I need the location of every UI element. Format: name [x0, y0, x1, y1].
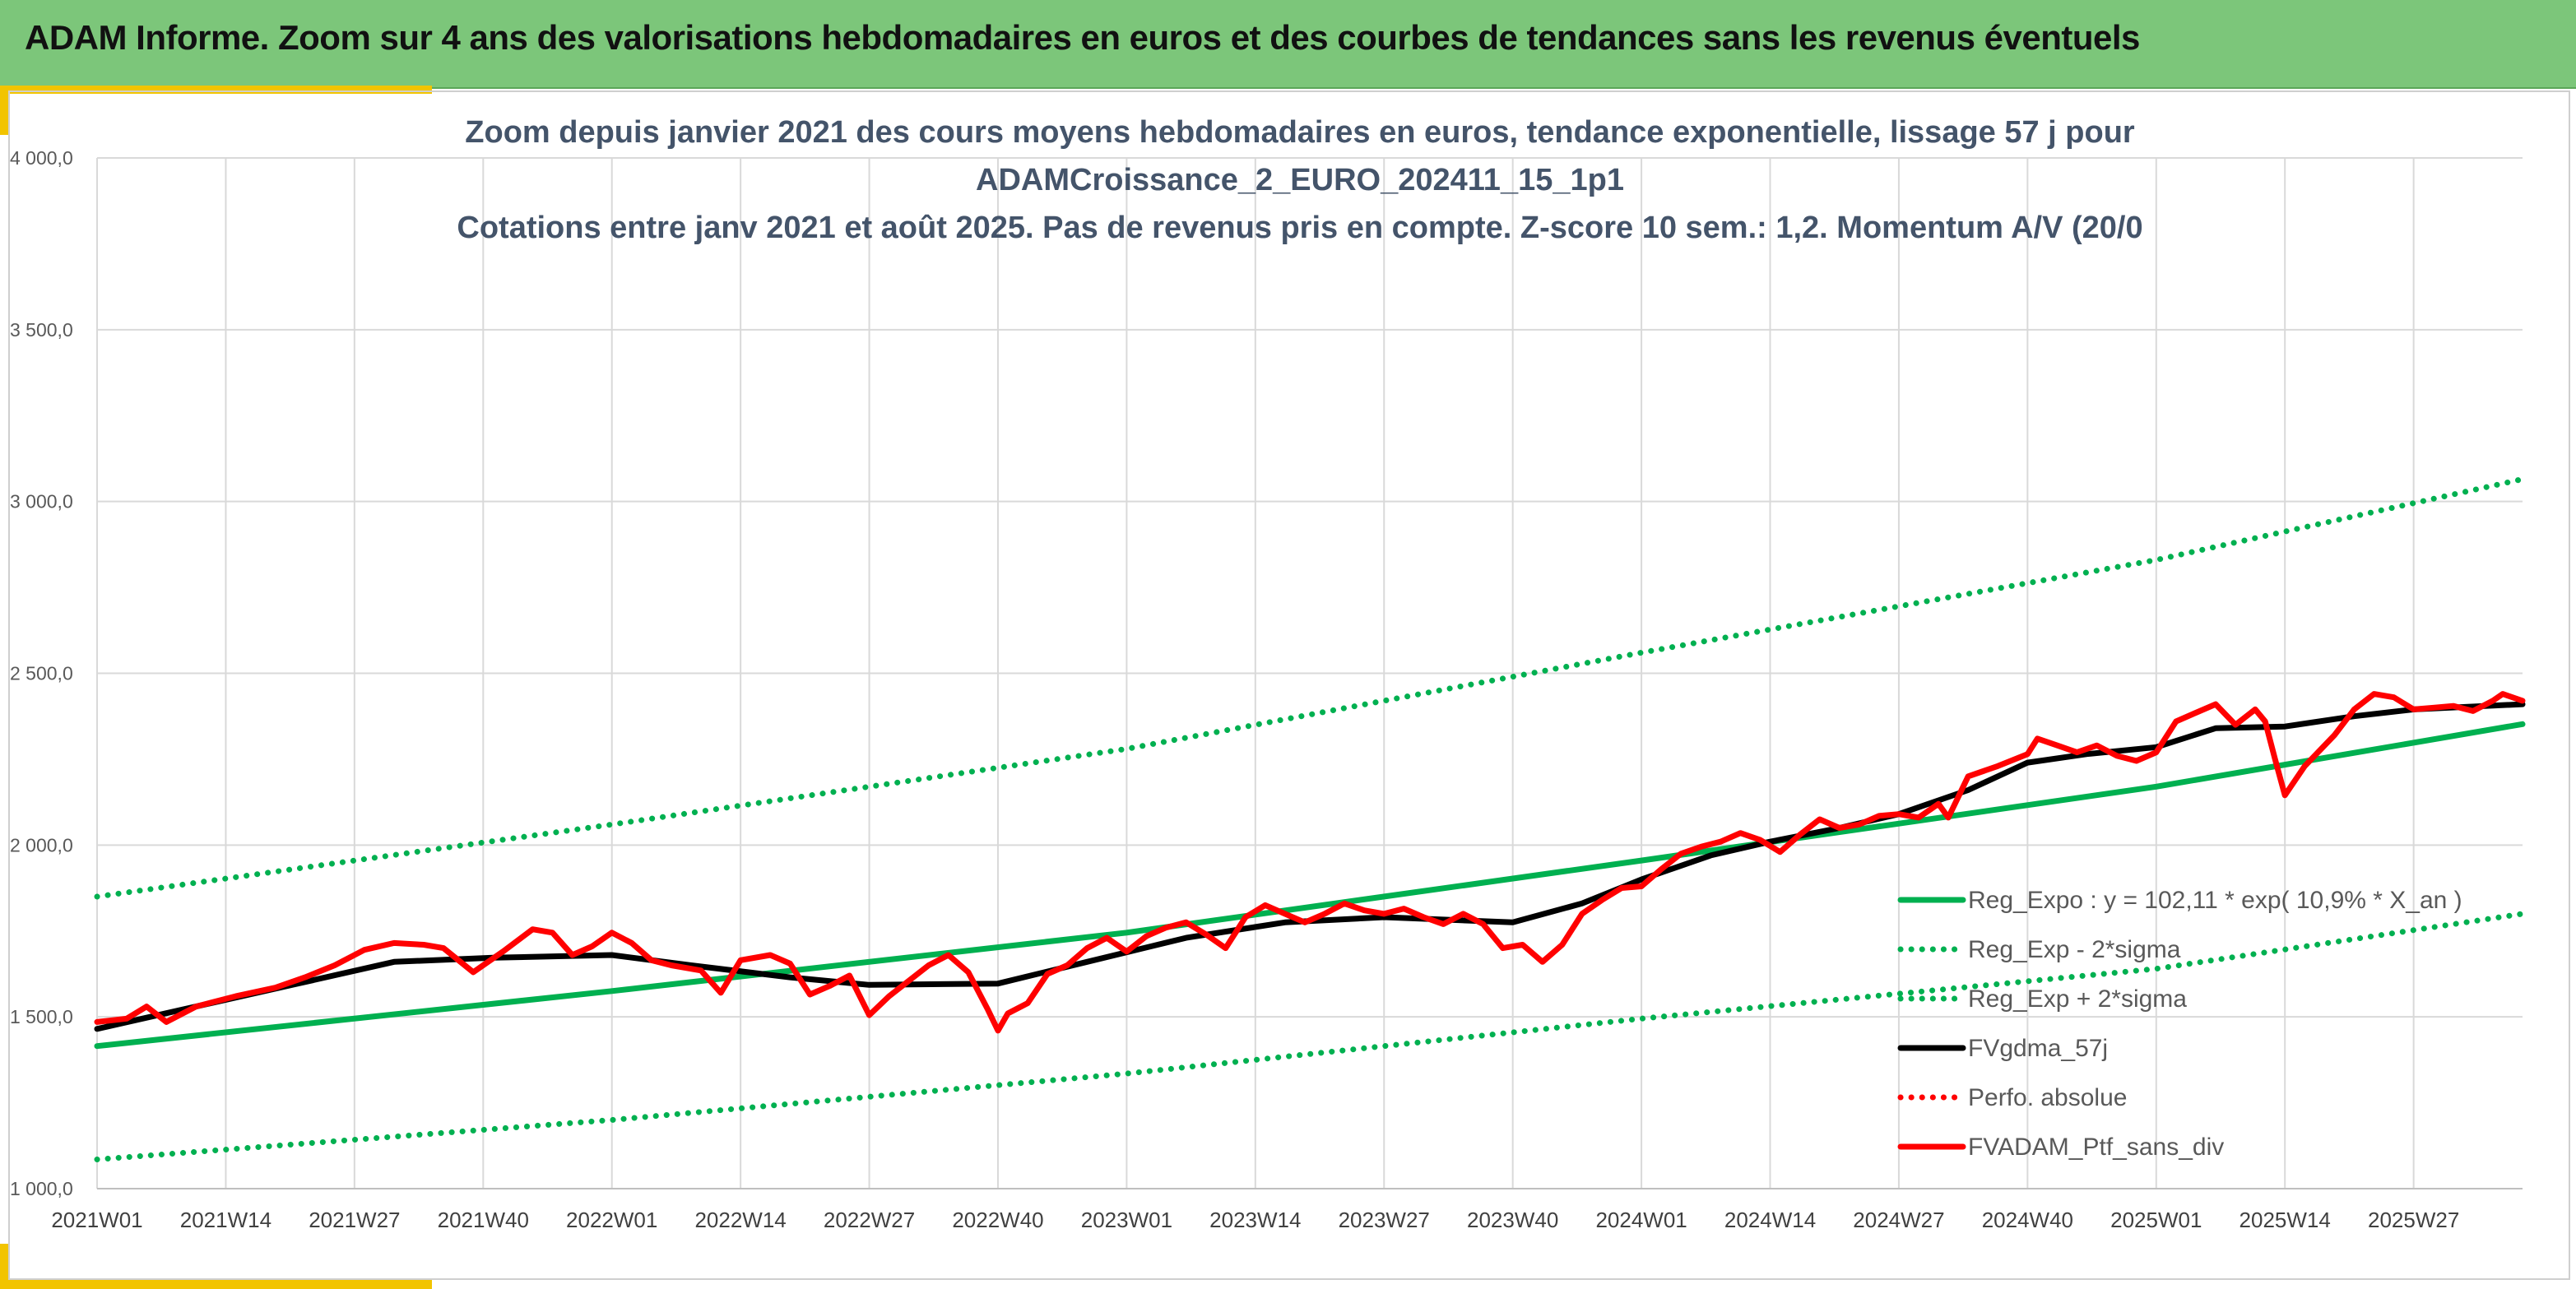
x-tick-label: 2022W14	[694, 1208, 786, 1232]
x-tick-label: 2024W01	[1595, 1208, 1687, 1232]
x-tick-label: 2022W01	[566, 1208, 657, 1232]
x-tick-label: 2025W14	[2239, 1208, 2331, 1232]
x-tick-label: 2024W27	[1853, 1208, 1944, 1232]
x-tick-label: 2021W27	[309, 1208, 400, 1232]
legend-label: Reg_Exp + 2*sigma	[1968, 985, 2187, 1013]
x-tick-label: 2021W40	[438, 1208, 529, 1232]
series-line-1	[94, 911, 2526, 1162]
legend: Reg_Expo : y = 102,11 * exp( 10,9% * X_a…	[1897, 887, 2462, 1161]
y-tick-label: 2 000,0	[10, 834, 73, 855]
y-tick-label: 3 000,0	[10, 491, 73, 512]
x-tick-label: 2024W14	[1724, 1208, 1816, 1232]
series-line-0	[94, 721, 2526, 1050]
x-tick-label: 2024W40	[1982, 1208, 2073, 1232]
accent-bar-top	[0, 86, 432, 94]
x-tick-label: 2023W01	[1081, 1208, 1172, 1232]
chart-title-line-1: Zoom depuis janvier 2021 des cours moyen…	[465, 115, 2135, 150]
y-tick-label: 3 500,0	[10, 319, 73, 341]
series-line-2	[94, 476, 2526, 900]
chart-frame	[8, 90, 2570, 1280]
legend-label: Perfo. absolue	[1968, 1084, 2127, 1111]
x-tick-label: 2023W14	[1209, 1208, 1301, 1232]
chart-title-line-2: ADAMCroissance_2_EURO_202411_15_1p1	[976, 163, 1624, 197]
header-banner: ADAM Informe. Zoom sur 4 ans des valoris…	[0, 0, 2576, 89]
y-axis-ticks: 1 000,0 1 500,0 2 000,0 2 500,0 3 000,0 3 500…	[10, 147, 73, 1199]
legend-label: Reg_Exp - 2*sigma	[1968, 936, 2181, 963]
series-line-3	[94, 701, 2526, 1032]
legend-label: FVgdma_57j	[1968, 1035, 2108, 1062]
chart-title-line-3: Cotations entre janv 2021 et août 2025. …	[457, 211, 2142, 245]
x-tick-label: 2025W01	[2110, 1208, 2202, 1232]
series-line-5	[94, 691, 2526, 1034]
grid-lines	[96, 157, 2523, 1189]
chart-title: Zoom depuis janvier 2021 des cours moyen…	[457, 115, 2142, 245]
x-tick-label: 2022W27	[824, 1208, 915, 1232]
accent-bar-left-top	[0, 86, 8, 135]
x-tick-label: 2025W27	[2368, 1208, 2459, 1232]
x-tick-label: 2023W40	[1467, 1208, 1558, 1232]
x-tick-label: 2023W27	[1339, 1208, 1430, 1232]
x-axis-ticks: 2021W01 2021W14 2021W27 2021W40 2022W01 2022W…	[51, 1208, 2459, 1232]
y-tick-label: 4 000,0	[10, 147, 73, 169]
y-tick-label: 2 500,0	[10, 663, 73, 684]
x-tick-label: 2022W40	[952, 1208, 1043, 1232]
legend-label: Reg_Expo : y = 102,11 * exp( 10,9% * X_a…	[1968, 887, 2462, 914]
legend-label: FVADAM_Ptf_sans_div	[1968, 1134, 2224, 1161]
series-lines	[94, 476, 2526, 1162]
accent-bar-left-bottom	[0, 1244, 8, 1289]
accent-bar-bottom	[0, 1280, 432, 1289]
x-tick-label: 2021W14	[180, 1208, 272, 1232]
y-tick-label: 1 000,0	[10, 1178, 73, 1199]
x-tick-label: 2021W01	[51, 1208, 142, 1232]
page-title: ADAM Informe. Zoom sur 4 ans des valoris…	[25, 18, 2140, 57]
y-tick-label: 1 500,0	[10, 1006, 73, 1027]
